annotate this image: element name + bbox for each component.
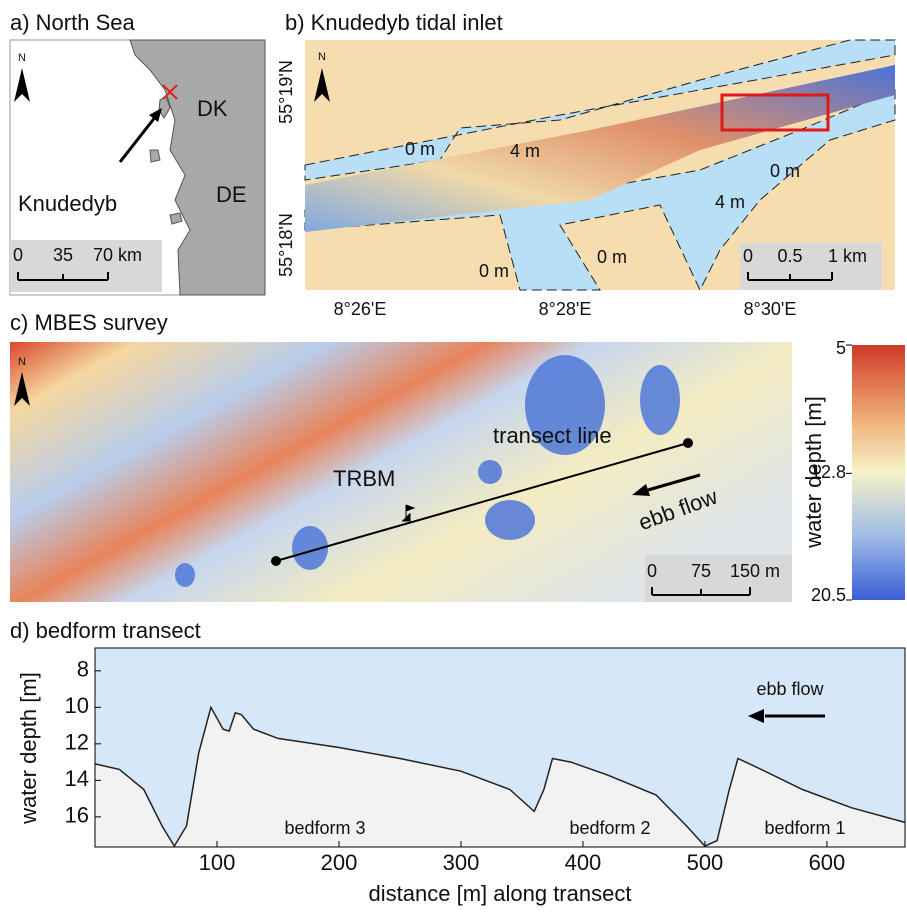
- annotation: bedform 1: [764, 818, 845, 838]
- transect-end: [271, 556, 281, 566]
- figure: a) North Sea N DK DE Knudedyb 0 35 70 km…: [0, 0, 907, 915]
- map-label: DE: [216, 182, 247, 207]
- x-tick-label: 100: [199, 850, 236, 875]
- scale-label: 0: [647, 561, 657, 581]
- x-tick-label: 400: [565, 850, 602, 875]
- north-label: N: [318, 51, 326, 63]
- lon-label: 8°28'E: [539, 299, 592, 319]
- y-tick-label: 16: [65, 803, 89, 828]
- lon-label: 8°26'E: [334, 299, 387, 319]
- x-tick-label: 300: [443, 850, 480, 875]
- transect-chart: d) bedform transect distance [m] along t…: [10, 618, 905, 906]
- map-label: transect line: [493, 423, 612, 448]
- scale-label: 70 km: [93, 245, 142, 265]
- colorbar-tick-label: 5: [836, 338, 846, 358]
- north-label: N: [18, 356, 26, 368]
- y-tick-label: 8: [77, 657, 89, 682]
- lon-label: 8°30'E: [744, 299, 797, 319]
- panel-title: a) North Sea: [10, 10, 135, 35]
- x-tick-label: 500: [687, 850, 724, 875]
- map-label: Knudedyb: [18, 191, 117, 216]
- panel-title: b) Knudedyb tidal inlet: [285, 10, 503, 35]
- y-tick-label: 12: [65, 730, 89, 755]
- scale-label: 35: [53, 245, 73, 265]
- y-axis-label: water depth [m]: [16, 672, 41, 825]
- scale-label: 0.5: [777, 246, 802, 266]
- map-label: TRBM: [333, 466, 395, 491]
- x-tick-label: 600: [809, 850, 846, 875]
- lat-label: 55°19'N: [276, 60, 296, 124]
- north-label: N: [18, 52, 26, 64]
- depth-label: 4 m: [715, 192, 745, 212]
- scale-label: 0: [743, 246, 753, 266]
- annotation: ebb flow: [756, 679, 824, 699]
- colorbar: [852, 345, 905, 600]
- scale-label: 150 m: [730, 561, 780, 581]
- scale-label: 1 km: [828, 246, 867, 266]
- annotation: bedform 3: [284, 818, 365, 838]
- depth-label: 4 m: [510, 141, 540, 161]
- y-tick-label: 14: [65, 766, 89, 791]
- colorbar-tick-label: 12.8: [811, 462, 846, 482]
- x-tick-label: 200: [321, 850, 358, 875]
- annotation: bedform 2: [569, 818, 650, 838]
- scale-label: 75: [691, 561, 711, 581]
- y-tick-label: 10: [65, 693, 89, 718]
- map-label: DK: [197, 96, 228, 121]
- depth-label: 0 m: [405, 139, 435, 159]
- colorbar-ticks: 5 12.8 20.5: [811, 338, 852, 605]
- chart-title: d) bedform transect: [10, 618, 201, 643]
- panel-title: c) MBES survey: [10, 310, 168, 335]
- transect-end: [683, 438, 693, 448]
- colorbar-tick-label: 20.5: [811, 585, 846, 605]
- lat-label: 55°18'N: [276, 213, 296, 277]
- scale-label: 0: [13, 245, 23, 265]
- depth-label: 0 m: [597, 247, 627, 267]
- depth-label: 0 m: [770, 161, 800, 181]
- depth-label: 0 m: [479, 261, 509, 281]
- x-axis-label: distance [m] along transect: [369, 881, 632, 906]
